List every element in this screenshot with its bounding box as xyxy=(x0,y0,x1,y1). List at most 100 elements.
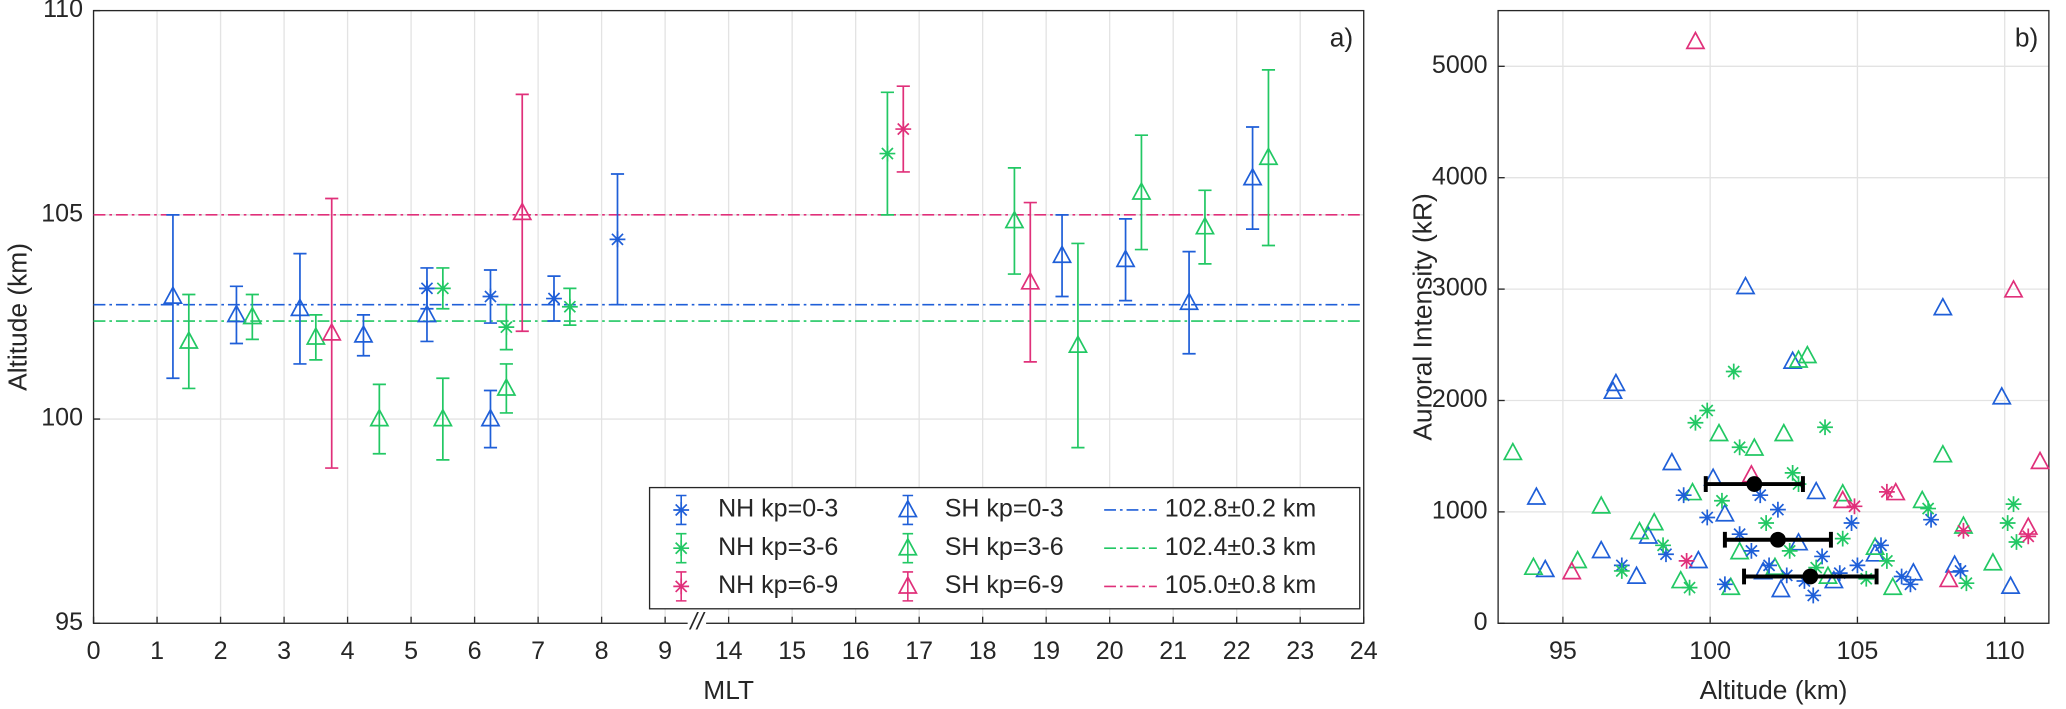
marker-asterisk xyxy=(1613,563,1630,579)
marker-asterisk xyxy=(609,231,626,248)
marker-triangle xyxy=(1773,422,1794,442)
legend-label: NH kp=3-6 xyxy=(718,533,838,561)
x-tick-label: 16 xyxy=(842,637,870,665)
y-tick-label: 5000 xyxy=(1432,51,1488,79)
marker-triangle xyxy=(432,408,453,427)
marker-triangle xyxy=(305,326,326,345)
marker-asterisk xyxy=(1808,559,1825,576)
marker-asterisk xyxy=(1893,568,1910,585)
error-bar xyxy=(372,383,386,455)
error-bar xyxy=(1071,242,1085,449)
axes-box xyxy=(1497,9,2050,624)
y-tick-label: 0 xyxy=(1474,608,1488,636)
x-tick-label: 23 xyxy=(1286,637,1314,665)
marker-triangle xyxy=(1797,344,1818,364)
x-axis-label: MLT xyxy=(703,675,754,705)
error-bar xyxy=(1055,213,1069,298)
y-axis-label: Auroral Intensity (kR) xyxy=(1407,193,1437,440)
marker-asterisk xyxy=(673,578,690,595)
x-axis-label: Altitude (km) xyxy=(1700,675,1848,705)
marker-asterisk xyxy=(1714,492,1730,509)
error-bar xyxy=(1118,218,1133,302)
marker-asterisk xyxy=(2008,534,2025,550)
x-tick-label: 2 xyxy=(214,637,228,665)
error-bar xyxy=(483,389,498,449)
marker-asterisk xyxy=(1814,548,1830,565)
marker-triangle xyxy=(162,285,183,304)
marker-triangle xyxy=(1629,520,1650,540)
marker-triangle xyxy=(1932,444,1953,463)
marker-triangle xyxy=(1179,291,1200,311)
marker-triangle xyxy=(897,575,918,594)
marker-asterisk xyxy=(1725,363,1742,380)
axes-box xyxy=(92,9,1365,624)
marker-asterisk xyxy=(1843,515,1860,531)
error-bar xyxy=(420,287,434,343)
marker-triangle xyxy=(1644,512,1665,531)
marker-asterisk xyxy=(879,145,896,162)
marker-triangle xyxy=(1605,372,1626,392)
error-bar xyxy=(499,363,513,414)
error-bar xyxy=(245,293,259,341)
marker-asterisk xyxy=(434,280,451,297)
y-tick-label: 100 xyxy=(41,404,83,432)
error-bar xyxy=(182,293,196,390)
marker-asterisk xyxy=(1920,500,1937,517)
legend-label: 102.4±0.3 km xyxy=(1165,533,1316,561)
marker-triangle xyxy=(1882,576,1903,596)
y-tick-label: 95 xyxy=(55,608,83,636)
marker-triangle xyxy=(1567,549,1588,569)
x-tick-label: 1 xyxy=(150,637,164,665)
x-tick-label: 110 xyxy=(1985,637,2025,665)
marker-triangle xyxy=(1258,146,1279,166)
error-bar xyxy=(293,252,307,365)
marker-asterisk xyxy=(1831,565,1848,582)
x-tick-label: 95 xyxy=(1549,637,1577,665)
marker-triangle xyxy=(1626,565,1647,584)
marker-asterisk xyxy=(1699,402,1716,419)
marker-triangle xyxy=(1591,495,1612,514)
x-tick-label: 8 xyxy=(595,637,609,665)
marker-asterisk xyxy=(1805,587,1822,604)
x-tick-label: 7 xyxy=(531,637,545,665)
marker-triangle xyxy=(1782,350,1803,369)
marker-triangle xyxy=(1770,578,1791,598)
marker-asterisk xyxy=(1678,553,1695,569)
marker-asterisk xyxy=(1758,515,1775,531)
marker-triangle xyxy=(321,322,342,341)
marker-asterisk xyxy=(1923,511,1939,528)
marker-asterisk xyxy=(1849,557,1866,574)
marker-triangle xyxy=(1661,451,1682,471)
marker-triangle xyxy=(1938,568,1959,588)
marker-asterisk xyxy=(1716,576,1733,593)
error-bar xyxy=(1182,250,1196,355)
marker-triangle xyxy=(178,330,199,349)
marker-triangle xyxy=(2003,279,2024,298)
marker-asterisk xyxy=(2020,528,2037,545)
x-tick-label: 3 xyxy=(277,637,291,665)
marker-triangle xyxy=(242,305,263,325)
marker-triangle xyxy=(1194,216,1215,235)
marker-asterisk xyxy=(1743,542,1760,559)
x-tick-label: 14 xyxy=(715,637,743,665)
marker-triangle xyxy=(1903,562,1924,581)
y-tick-label: 3000 xyxy=(1432,274,1488,302)
marker-triangle xyxy=(1823,569,1844,589)
marker-triangle xyxy=(2000,575,2021,594)
error-bar xyxy=(1198,189,1212,265)
marker-asterisk xyxy=(482,288,499,305)
marker-triangle xyxy=(1865,543,1886,562)
marker-asterisk xyxy=(1781,542,1798,559)
error-bar xyxy=(309,314,323,361)
marker-triangle xyxy=(1788,349,1809,368)
marker-triangle xyxy=(1242,167,1263,186)
marker-asterisk xyxy=(1761,557,1777,574)
marker-triangle xyxy=(1685,30,1706,50)
marker-triangle xyxy=(1502,441,1523,461)
x-tick-label: 19 xyxy=(1032,637,1060,665)
marker-triangle xyxy=(1602,380,1623,400)
x-tick-label: 15 xyxy=(778,637,806,665)
marker-asterisk xyxy=(1858,570,1875,587)
x-tick-label: 4 xyxy=(341,637,355,665)
axis-break-label: // xyxy=(688,610,706,636)
